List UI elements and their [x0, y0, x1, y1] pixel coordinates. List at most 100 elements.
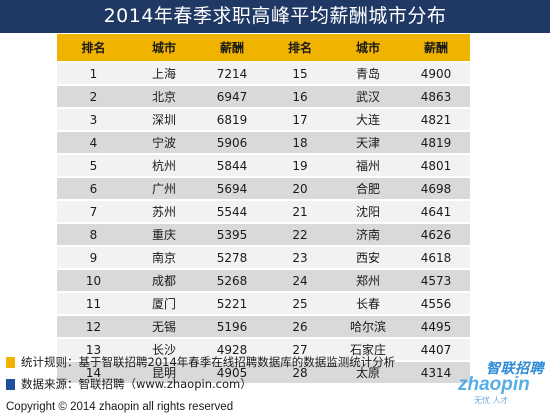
blue-square-icon — [6, 378, 15, 390]
cell-rank: 24 — [266, 269, 334, 293]
cell-salary: 4495 — [402, 315, 470, 339]
cell-rank: 11 — [57, 292, 130, 316]
cell-salary: 4626 — [402, 223, 470, 247]
table-row: 11 厦门 5221 25 长春 4556 — [57, 292, 470, 316]
cell-rank: 2 — [57, 85, 130, 109]
cell-city: 大连 — [334, 108, 402, 132]
cell-city: 杭州 — [130, 154, 198, 178]
table-header-row: 排名 城市 薪酬 排名 城市 薪酬 — [57, 34, 470, 63]
data-source-text: 数据来源：智联招聘（www.zhaopin.com） — [21, 377, 252, 391]
cell-city: 西安 — [334, 246, 402, 270]
cell-salary: 4821 — [402, 108, 470, 132]
cell-salary: 4556 — [402, 292, 470, 316]
cell-salary: 4928 — [198, 338, 266, 362]
cell-city: 深圳 — [130, 108, 198, 132]
cell-rank: 25 — [266, 292, 334, 316]
cell-salary: 5278 — [198, 246, 266, 270]
cell-rank: 20 — [266, 177, 334, 201]
cell-salary: 5906 — [198, 131, 266, 155]
stats-rule-note: 统计规则：基于智联招聘2014年春季在线招聘数据库的数据监测统计分析 — [6, 354, 395, 370]
table-row: 10 成都 5268 24 郑州 4573 — [57, 269, 470, 293]
cell-city: 宁波 — [130, 131, 198, 155]
table-row: 5 杭州 5844 19 福州 4801 — [57, 154, 470, 178]
cell-rank: 5 — [57, 154, 130, 178]
yellow-square-icon — [6, 356, 15, 368]
cell-salary: 5268 — [198, 269, 266, 293]
cell-city: 长春 — [334, 292, 402, 316]
cell-salary: 4698 — [402, 177, 470, 201]
cell-rank: 4 — [57, 131, 130, 155]
page-title: 2014年春季求职高峰平均薪酬城市分布 — [0, 0, 550, 33]
col-header-city: 城市 — [334, 34, 402, 63]
copyright-text: Copyright © 2014 zhaopin all rights rese… — [6, 401, 234, 413]
cell-salary: 5196 — [198, 315, 266, 339]
col-header-rank: 排名 — [266, 34, 334, 63]
cell-rank: 27 — [266, 338, 334, 362]
cell-city: 长沙 — [130, 338, 198, 362]
zhaopin-watermark-logo: 智联招聘 zhaopin 无忧 人才 — [458, 352, 546, 412]
cell-rank: 23 — [266, 246, 334, 270]
watermark-url: zhaopin — [458, 374, 530, 395]
cell-rank: 26 — [266, 315, 334, 339]
cell-rank: 28 — [266, 361, 334, 385]
cell-salary: 4801 — [402, 154, 470, 178]
cell-rank: 14 — [57, 361, 130, 385]
cell-rank: 10 — [57, 269, 130, 293]
table-row: 13 长沙 4928 27 石家庄 4407 — [57, 338, 470, 362]
table-row: 14 昆明 4905 28 太原 4314 — [57, 361, 470, 385]
cell-city: 太原 — [334, 361, 402, 385]
table-row: 1 上海 7214 15 青岛 4900 — [57, 62, 470, 86]
cell-salary: 5221 — [198, 292, 266, 316]
cell-rank: 1 — [57, 62, 130, 86]
cell-rank: 8 — [57, 223, 130, 247]
cell-salary: 5694 — [198, 177, 266, 201]
cell-salary: 4641 — [402, 200, 470, 224]
cell-salary: 4618 — [402, 246, 470, 270]
cell-rank: 7 — [57, 200, 130, 224]
cell-city: 北京 — [130, 85, 198, 109]
table-row: 8 重庆 5395 22 济南 4626 — [57, 223, 470, 247]
cell-salary: 4863 — [402, 85, 470, 109]
cell-rank: 13 — [57, 338, 130, 362]
cell-city: 成都 — [130, 269, 198, 293]
cell-rank: 16 — [266, 85, 334, 109]
cell-salary: 5544 — [198, 200, 266, 224]
cell-salary: 5395 — [198, 223, 266, 247]
cell-city: 重庆 — [130, 223, 198, 247]
cell-city: 南京 — [130, 246, 198, 270]
cell-rank: 15 — [266, 62, 334, 86]
cell-salary: 6819 — [198, 108, 266, 132]
cell-city: 厦门 — [130, 292, 198, 316]
cell-city: 武汉 — [334, 85, 402, 109]
table-row: 12 无锡 5196 26 哈尔滨 4495 — [57, 315, 470, 339]
cell-rank: 21 — [266, 200, 334, 224]
cell-rank: 17 — [266, 108, 334, 132]
cell-city: 郑州 — [334, 269, 402, 293]
cell-rank: 18 — [266, 131, 334, 155]
cell-city: 青岛 — [334, 62, 402, 86]
cell-rank: 3 — [57, 108, 130, 132]
cell-city: 苏州 — [130, 200, 198, 224]
cell-city: 广州 — [130, 177, 198, 201]
table-row: 6 广州 5694 20 合肥 4698 — [57, 177, 470, 201]
watermark-brand: 智联招聘 — [486, 361, 544, 377]
cell-salary: 4407 — [402, 338, 470, 362]
cell-salary: 4573 — [402, 269, 470, 293]
watermark-tag: 无忧 人才 — [474, 396, 509, 405]
cell-city: 石家庄 — [334, 338, 402, 362]
cell-city: 上海 — [130, 62, 198, 86]
cell-city: 天津 — [334, 131, 402, 155]
cell-rank: 9 — [57, 246, 130, 270]
data-source-note: 数据来源：智联招聘（www.zhaopin.com） — [6, 376, 252, 392]
col-header-city: 城市 — [130, 34, 198, 63]
table-row: 2 北京 6947 16 武汉 4863 — [57, 85, 470, 109]
col-header-salary: 薪酬 — [402, 34, 470, 63]
cell-salary: 6947 — [198, 85, 266, 109]
cell-rank: 22 — [266, 223, 334, 247]
cell-salary: 4900 — [402, 62, 470, 86]
cell-city: 福州 — [334, 154, 402, 178]
cell-rank: 12 — [57, 315, 130, 339]
cell-city: 济南 — [334, 223, 402, 247]
cell-city: 沈阳 — [334, 200, 402, 224]
col-header-salary: 薪酬 — [198, 34, 266, 63]
